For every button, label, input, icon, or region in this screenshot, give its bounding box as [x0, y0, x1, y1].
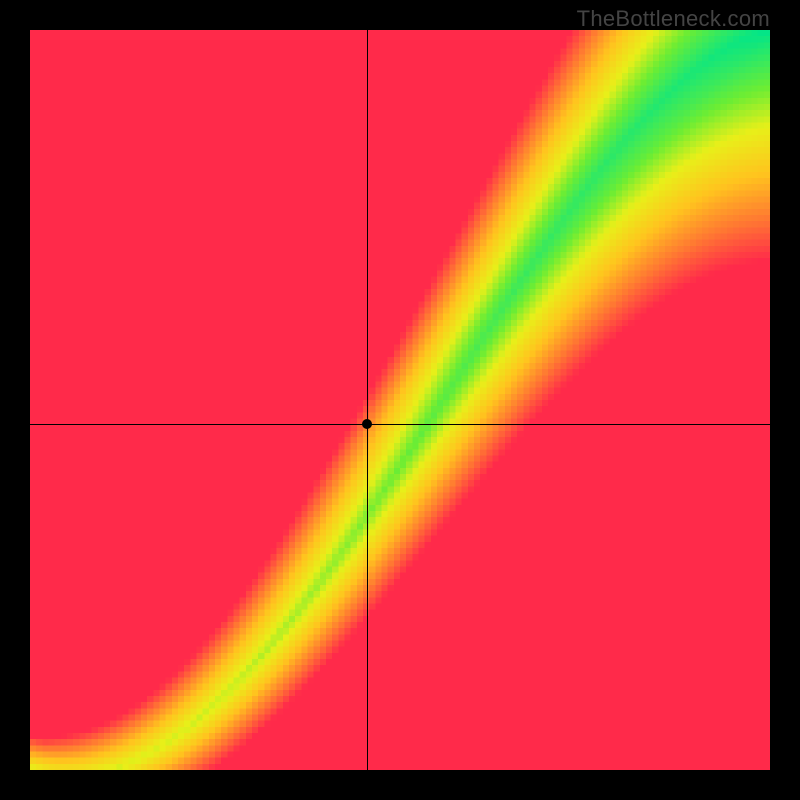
plot-area — [30, 30, 770, 770]
crosshair-horizontal — [30, 424, 770, 425]
marker-dot — [362, 419, 372, 429]
heatmap-canvas — [30, 30, 770, 770]
watermark-text: TheBottleneck.com — [577, 6, 770, 32]
crosshair-vertical — [367, 30, 368, 770]
